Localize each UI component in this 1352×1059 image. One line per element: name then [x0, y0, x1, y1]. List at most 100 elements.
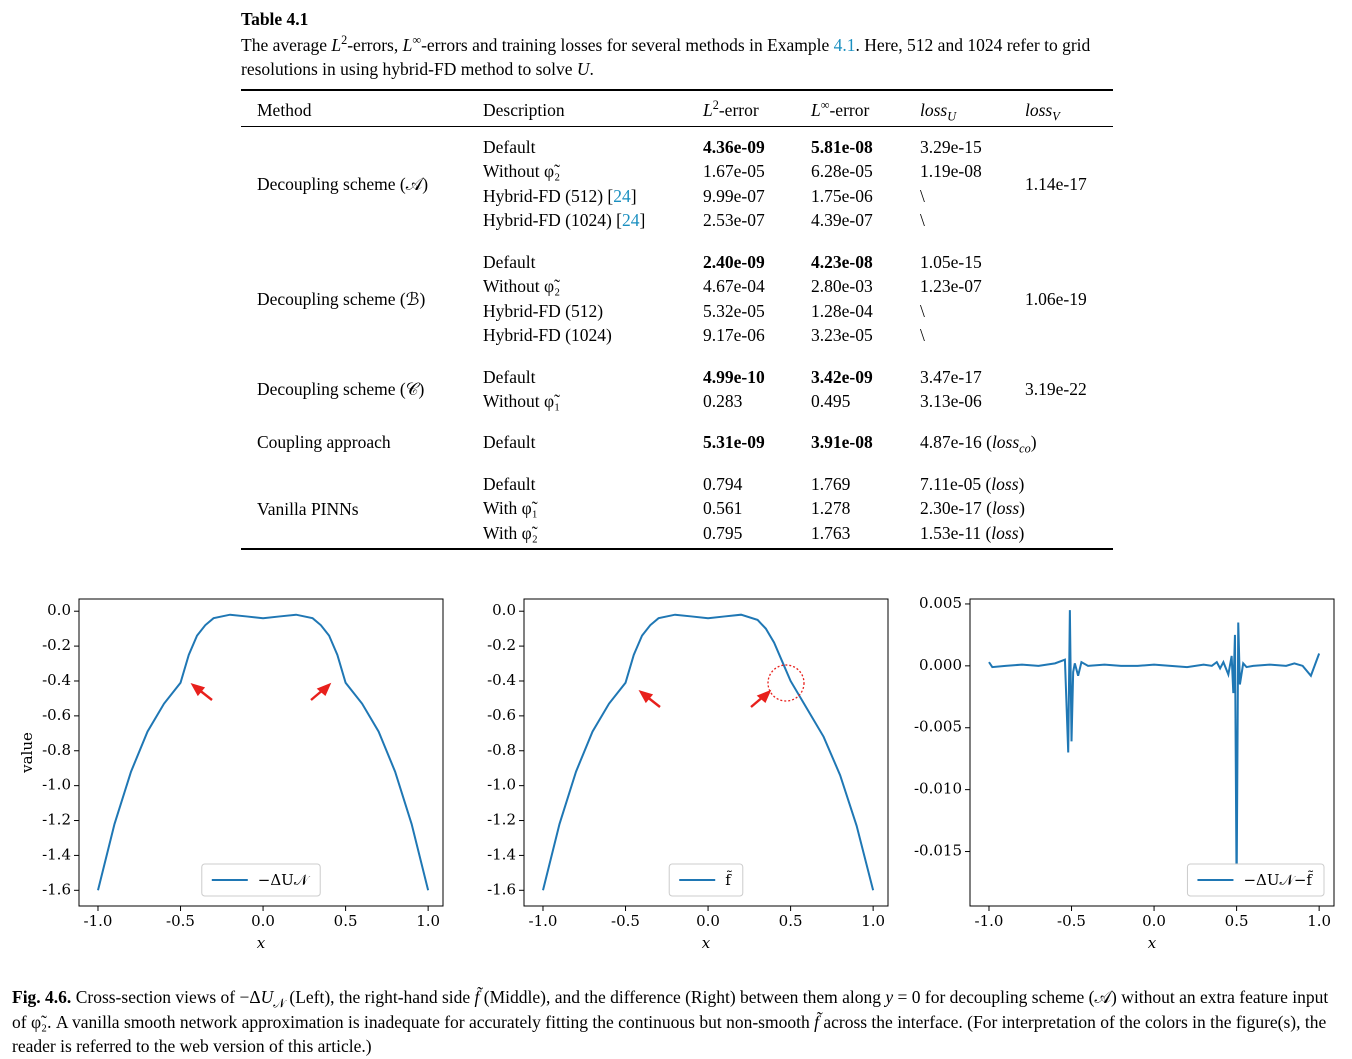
text-run[interactable]: 24: [622, 210, 640, 230]
text-run: loss: [991, 498, 1020, 518]
text-run: 7.11e-05 (: [920, 474, 992, 494]
description: Without φ̃₂: [483, 276, 561, 296]
loss-v: 1.14e-17: [1025, 173, 1087, 194]
text-run: Hybrid-FD (1024) [: [483, 210, 623, 230]
text-run: U: [260, 987, 274, 1007]
text-run: 1.53e-11 (: [920, 523, 992, 543]
x-tick-label: 0.5: [779, 912, 803, 930]
text-run: Hybrid-FD (512) [: [483, 186, 614, 206]
legend-box: [201, 863, 321, 897]
text-run: ]: [639, 210, 646, 230]
text-run: ): [1018, 523, 1025, 543]
legend-label: −ΔU𝒩: [258, 871, 311, 889]
method: Decoupling scheme (𝒞): [257, 379, 425, 399]
x-tick-label: -0.5: [611, 912, 640, 930]
x-tick-label: -1.0: [84, 912, 113, 930]
description: Hybrid-FD (1024) [24]: [483, 209, 645, 231]
linf-error: 1.763: [811, 523, 851, 543]
y-tick-label: -1.6: [487, 880, 516, 898]
x-tick-label: -1.0: [529, 912, 558, 930]
x-tick-label: -1.0: [975, 912, 1004, 930]
y-tick-label: -0.4: [42, 671, 71, 689]
text-run: ): [1018, 474, 1025, 494]
description: Without φ̃₂: [483, 161, 561, 181]
y-tick-label: 0.005: [919, 594, 962, 612]
y-tick-label: -0.8: [487, 741, 516, 759]
arrow-head: [316, 682, 332, 696]
text-run: L: [811, 100, 821, 120]
figure-caption: Fig. 4.6. Cross-section views of −ΔU𝒩 (L…: [12, 985, 1344, 1059]
text-run: co: [1019, 441, 1031, 456]
l2-error: 2.40e-09: [703, 252, 765, 272]
y-tick-label: -1.4: [487, 845, 516, 863]
text-run: y: [885, 987, 894, 1007]
l2-error: 5.32e-05: [703, 301, 765, 321]
plot-frame: [969, 598, 1335, 907]
column-header: lossU: [920, 99, 957, 124]
x-tick-label: 0.5: [334, 912, 358, 930]
figure: 0.0-0.2-0.4-0.6-0.8-1.0-1.2-1.4-1.6-1.0-…: [18, 594, 1335, 952]
text-run: U: [947, 109, 957, 124]
legend-box: [1186, 863, 1325, 897]
text-run[interactable]: 24: [613, 186, 631, 206]
column-header: L∞-error: [811, 99, 869, 121]
arrow-head: [756, 689, 772, 703]
text-run: ]: [630, 186, 637, 206]
l2-error: 4.99e-10: [703, 367, 765, 387]
text-run: f̃: [474, 987, 480, 1007]
x-tick-label: -0.5: [166, 912, 195, 930]
line: [542, 613, 875, 891]
description: Default: [483, 432, 536, 452]
text-run[interactable]: 4.1: [833, 35, 856, 55]
column-header: L2-error: [703, 99, 759, 121]
y-tick-label: -0.010: [914, 780, 962, 798]
l2-error: 2.53e-07: [703, 210, 765, 230]
text-run: Fig. 4.6.: [12, 987, 72, 1007]
x-tick-label: 0.5: [1225, 912, 1249, 930]
header-rule: [241, 126, 1113, 127]
text-run: -error: [718, 100, 759, 120]
l2-error: 1.67e-05: [703, 161, 765, 181]
linf-error: 5.81e-08: [811, 137, 873, 157]
arrow-head: [638, 690, 654, 704]
loss-u: 3.29e-15: [920, 137, 982, 157]
method: Coupling approach: [257, 432, 391, 452]
l2-error: 9.99e-07: [703, 186, 765, 206]
y-tick-label: -0.005: [914, 718, 962, 736]
text-run: L: [703, 100, 713, 120]
top-rule: [241, 89, 1113, 91]
l2-error: 4.67e-04: [703, 276, 765, 296]
y-tick-label: -0.6: [42, 706, 71, 724]
description: Without φ̃₁: [483, 391, 561, 411]
text-run: 2: [712, 98, 719, 113]
loss-u: 3.47e-17: [920, 367, 982, 387]
column-header: Description: [483, 100, 565, 120]
text-run: 𝒩: [273, 996, 285, 1011]
y-tick-label: -1.6: [42, 880, 71, 898]
plot-frame: [78, 598, 444, 907]
linf-error: 1.75e-06: [811, 186, 873, 206]
loss-u: 7.11e-05 (loss): [920, 473, 1024, 495]
y-tick-label: -1.2: [42, 811, 71, 829]
text-run: loss: [920, 100, 948, 120]
loss-u: \: [920, 301, 925, 321]
y-tick-label: -1.2: [487, 811, 516, 829]
description: Hybrid-FD (512) [24]: [483, 185, 637, 207]
text-run: 2: [341, 33, 348, 48]
x-tick-label: 0.0: [251, 912, 275, 930]
loss-u: 1.05e-15: [920, 252, 982, 272]
y-tick-label: -1.0: [487, 776, 516, 794]
loss-u: 1.23e-07: [920, 276, 982, 296]
text-run: 2.30e-17 (: [920, 498, 992, 518]
text-run: ): [1030, 432, 1037, 452]
linf-error: 3.23e-05: [811, 325, 873, 345]
l2-error: 5.31e-09: [703, 432, 765, 452]
text-run: The average: [241, 35, 332, 55]
text-run: L: [331, 35, 342, 55]
y-tick-label: -1.4: [42, 845, 71, 863]
column-header: Method: [257, 100, 312, 120]
legend: f̃: [668, 863, 744, 897]
text-run: V: [1052, 109, 1060, 124]
description: Default: [483, 252, 536, 272]
